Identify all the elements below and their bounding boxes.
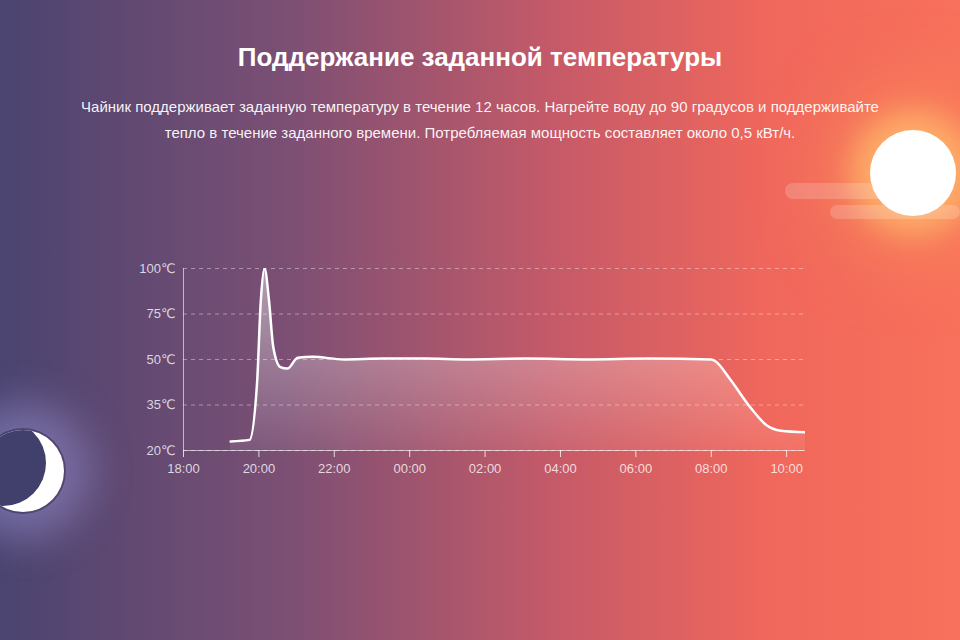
- svg-text:22:00: 22:00: [318, 461, 351, 476]
- html-text:Поддержание заданной температу: Поддержание заданной температуры: [237, 42, 723, 72]
- svg-text:02:00: 02:00: [469, 461, 502, 476]
- svg-text:100℃: 100℃: [139, 261, 175, 276]
- svg-text:50℃: 50℃: [146, 352, 175, 367]
- svg-text:04:00: 04:00: [544, 461, 577, 476]
- svg-text:08:00: 08:00: [695, 461, 728, 476]
- svg-text:18:00: 18:00: [167, 461, 200, 476]
- html-text:Чайник поддерживает заданную т: Чайник поддерживает заданную температуру…: [81, 98, 879, 141]
- svg-text:35℃: 35℃: [146, 397, 175, 412]
- svg-text:10:00: 10:00: [770, 461, 803, 476]
- svg-text:06:00: 06:00: [620, 461, 653, 476]
- svg-text:75℃: 75℃: [146, 306, 175, 321]
- svg-text:20:00: 20:00: [243, 461, 276, 476]
- svg-text:20℃: 20℃: [146, 443, 175, 458]
- svg-text:00:00: 00:00: [393, 461, 426, 476]
